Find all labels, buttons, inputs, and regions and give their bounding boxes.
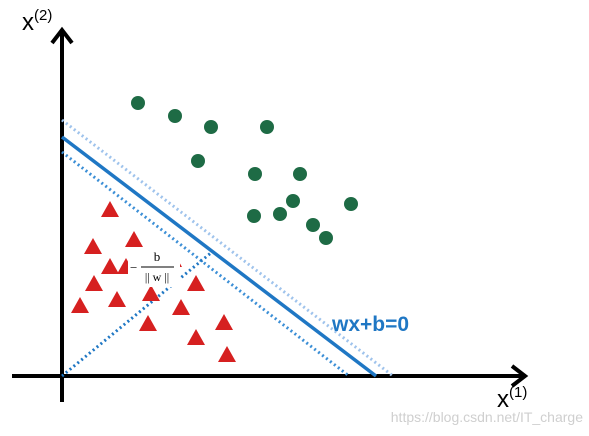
- circle-point: [260, 120, 274, 134]
- circle-point: [191, 154, 205, 168]
- hyperplane-label: wx+b=0: [331, 313, 409, 336]
- circle-point: [168, 109, 182, 123]
- hyperplane-line: [60, 135, 378, 378]
- x-axis-label: x(1): [497, 384, 527, 413]
- triangle-point: [108, 291, 126, 307]
- triangle-point: [218, 346, 236, 362]
- fraction-sign: −: [130, 260, 137, 275]
- circle-point: [204, 120, 218, 134]
- x-axis-arrow-icon: [510, 364, 529, 388]
- watermark-text: https://blog.csdn.net/IT_charge: [391, 409, 583, 425]
- triangle-point: [172, 299, 190, 315]
- triangle-point: [187, 275, 205, 291]
- circle-point: [344, 197, 358, 211]
- triangle-point: [139, 315, 157, 331]
- triangle-point: [215, 314, 233, 330]
- triangle-point: [84, 238, 102, 254]
- circle-point: [319, 231, 333, 245]
- triangle-point: [101, 201, 119, 217]
- positive-class-points: [131, 96, 358, 245]
- triangle-point: [101, 258, 119, 274]
- triangle-point: [187, 329, 205, 345]
- margin-line-lower: [61, 150, 350, 378]
- triangle-point: [125, 231, 143, 247]
- triangle-point: [85, 275, 103, 291]
- triangle-point: [71, 297, 89, 313]
- circle-point: [286, 194, 300, 208]
- circle-point: [248, 167, 262, 181]
- circle-point: [306, 218, 320, 232]
- circle-point: [247, 209, 261, 223]
- circle-point: [293, 167, 307, 181]
- fraction-numerator: b: [154, 249, 161, 264]
- fraction-denominator: || w ||: [145, 270, 169, 284]
- circle-point: [131, 96, 145, 110]
- triangle-point: [142, 285, 160, 301]
- y-axis-arrow-icon: [50, 26, 74, 45]
- circle-point: [273, 207, 287, 221]
- margin-line-upper: [61, 118, 394, 378]
- distance-fraction: − b || w ||: [128, 247, 180, 287]
- y-axis-label: x(2): [22, 7, 52, 36]
